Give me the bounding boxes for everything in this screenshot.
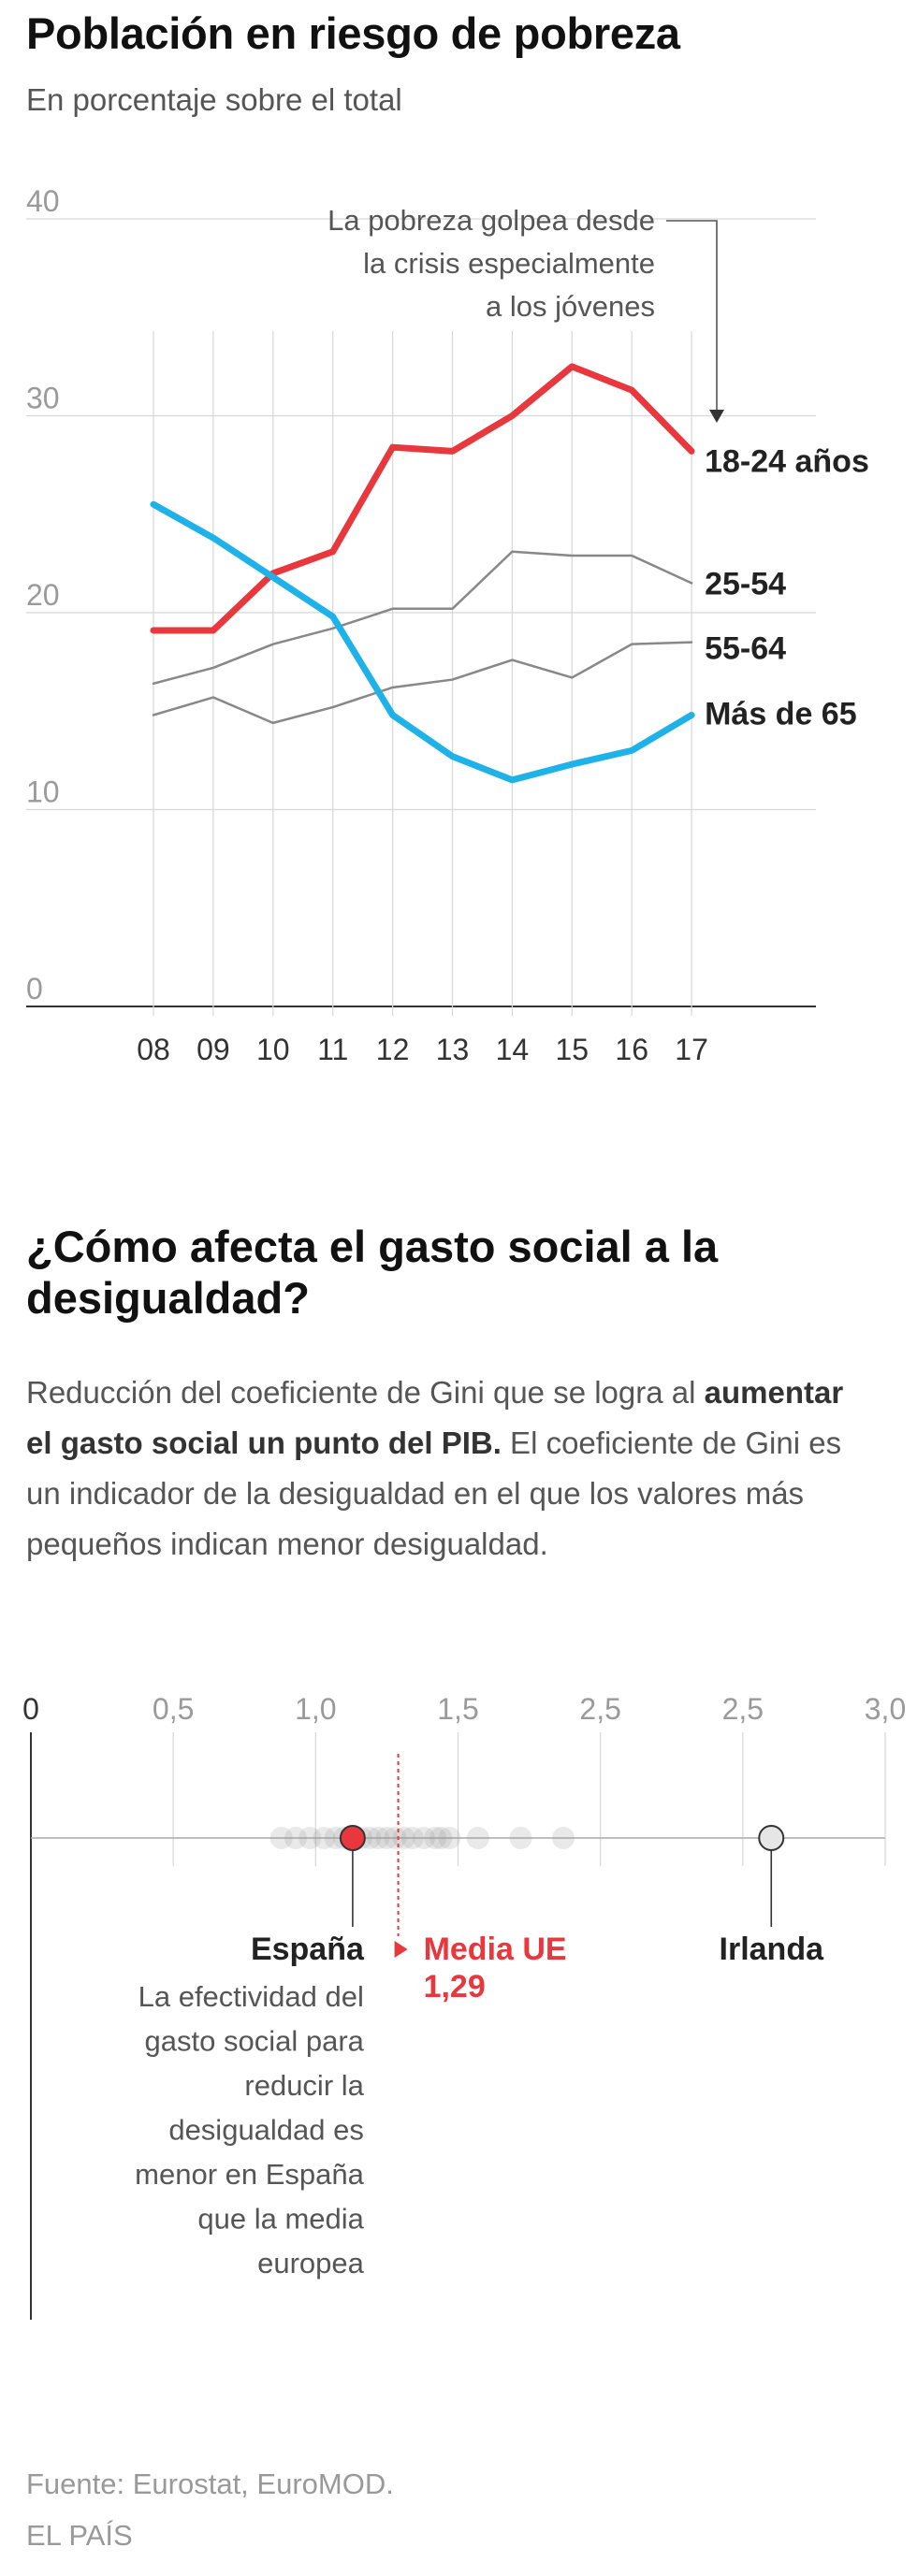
line-chart-poverty: 40 30 20 10 0 08 09 10 11 12 13 14 15 16 17 18-24 años 2… [26, 184, 869, 1066]
dot-plot-gini: 0 0,5 1,0 1,5 2,5 2,5 3,0 Irlanda España Media UE… [22, 1692, 906, 2320]
country-dot [466, 1827, 489, 1849]
chart2-title: ¿Cómo afecta el gasto social a la desigu… [26, 1222, 719, 1323]
espana-annotation-line: europea [257, 2247, 365, 2279]
irlanda-label: Irlanda [720, 1932, 825, 1967]
x-tick-label: 15 [556, 1033, 590, 1066]
x-tick-label: 14 [496, 1033, 530, 1066]
x-tick-label: 16 [615, 1033, 648, 1066]
y-tick-label: 20 [26, 578, 60, 612]
chart1-title: Población en riesgo de pobreza [26, 8, 680, 58]
country-dot [313, 1827, 336, 1849]
country-dot [269, 1827, 293, 1849]
x-tick-label: 12 [376, 1033, 410, 1066]
series-label: 55-64 [705, 631, 786, 667]
country-dot [412, 1827, 435, 1849]
x-tick-label: 1,0 [295, 1692, 336, 1726]
espana-label: España [251, 1932, 365, 1967]
annotation-line: La pobreza golpea desde [328, 204, 655, 237]
x-tick-label: 0,5 [153, 1692, 194, 1726]
y-tick-label: 40 [26, 184, 60, 218]
country-dot [375, 1827, 399, 1849]
espana-annotation-line: desigualdad es [168, 2114, 364, 2147]
x-tick-label: 17 [675, 1033, 708, 1066]
x-tick-label: 0 [22, 1692, 39, 1726]
annotation-line: la crisis especialmente [363, 247, 655, 280]
irlanda-dot [758, 1825, 785, 1851]
source-note: Fuente: Eurostat, EuroMOD. [26, 2467, 394, 2500]
x-tick-label: 10 [256, 1033, 290, 1066]
x-tick-label: 2,5 [579, 1692, 620, 1726]
country-dot [400, 1827, 424, 1849]
espana-annotation-line: que la media [197, 2203, 364, 2236]
country-dot [367, 1827, 390, 1849]
country-dot [384, 1827, 407, 1849]
annotation-line: a los jóvenes [486, 290, 655, 323]
subtitle-part-1: Reducción del coeficiente de Gini que se… [26, 1375, 705, 1410]
country-dot [298, 1827, 322, 1849]
series-line-0 [150, 363, 695, 634]
mean-label: Media UE [424, 1932, 567, 1967]
chart1-subtitle: En porcentaje sobre el total [26, 82, 402, 117]
country-dot [438, 1827, 461, 1849]
espana-dot [339, 1825, 366, 1851]
annotation-arrow-head [709, 410, 724, 423]
espana-annotation-line: menor en España [135, 2158, 364, 2191]
country-dot [424, 1827, 447, 1849]
espana-annotation-line: reducir la [244, 2069, 364, 2102]
country-dot [429, 1827, 453, 1849]
series-label: Más de 65 [705, 696, 857, 731]
x-tick-label: 1,5 [437, 1692, 478, 1726]
espana-annotation-line: La efectividad del [138, 1980, 364, 2013]
country-dot [284, 1827, 308, 1849]
y-tick-label: 0 [26, 972, 43, 1006]
series-label: 25-54 [705, 566, 786, 601]
annotation-arrow-line [666, 220, 718, 415]
y-tick-label: 10 [26, 775, 60, 809]
x-tick-label: 2,5 [722, 1692, 764, 1726]
series-line-2 [152, 641, 693, 725]
chart2-subtitle: Reducción del coeficiente de Gini que se… [26, 1368, 868, 1570]
series-line-1 [152, 550, 693, 686]
x-tick-label: 11 [317, 1033, 348, 1066]
mean-value: 1,29 [424, 1969, 486, 2004]
x-tick-label: 08 [137, 1033, 170, 1066]
x-tick-label: 13 [436, 1033, 470, 1066]
country-dot [509, 1827, 532, 1849]
series-line-3 [150, 500, 695, 784]
x-tick-label: 09 [196, 1033, 230, 1066]
subtitle-part-2: El coeficiente de Gini es un indicador d… [26, 1425, 842, 1561]
country-dot [552, 1827, 575, 1849]
espana-annotation-line: gasto social para [145, 2025, 365, 2058]
series-label: 18-24 años [705, 443, 869, 479]
mean-marker [394, 1941, 408, 1958]
brand-label: EL PAÍS [26, 2519, 133, 2552]
y-tick-label: 30 [26, 382, 60, 415]
subtitle-bold: aumentar el gasto social un punto del PI… [26, 1375, 844, 1460]
x-tick-label: 3,0 [865, 1692, 906, 1726]
